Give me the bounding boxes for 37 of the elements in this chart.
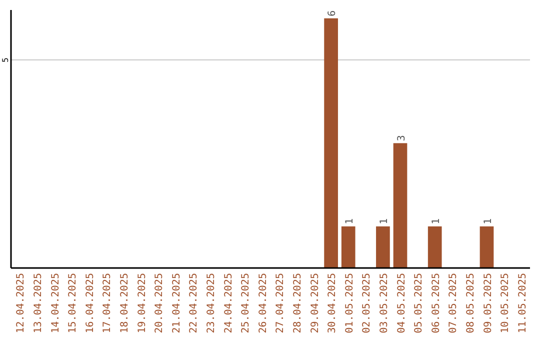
x-tick-label: 09.05.2025 (482, 273, 494, 334)
data-label: 1 (344, 218, 356, 224)
data-label: 1 (378, 218, 390, 224)
x-tick-label: 03.05.2025 (378, 273, 390, 334)
x-tick-label: 17.04.2025 (102, 273, 114, 334)
x-tick-label: 04.05.2025 (396, 273, 408, 334)
x-tick-label: 28.04.2025 (292, 273, 304, 334)
data-label: 1 (482, 218, 494, 224)
y-tick-label: 5 (1, 57, 10, 62)
x-tick-label: 27.04.2025 (275, 273, 286, 334)
x-tick-label: 13.04.2025 (32, 273, 44, 334)
x-tick-label: 01.05.2025 (344, 273, 356, 334)
x-tick-label: 16.04.2025 (84, 273, 96, 334)
x-tick-label: 07.05.2025 (448, 273, 460, 334)
x-tick-label: 19.04.2025 (136, 273, 148, 334)
x-tick-label: 24.04.2025 (223, 273, 234, 334)
x-tick-label: 11.05.2025 (517, 273, 528, 334)
data-label: 1 (430, 218, 442, 224)
x-tick-label: 08.05.2025 (465, 273, 476, 334)
x-tick-label: 25.04.2025 (240, 273, 252, 334)
x-tick-label: 06.05.2025 (430, 273, 442, 334)
x-tick-label: 02.05.2025 (362, 273, 373, 334)
x-tick-label: 15.04.2025 (68, 273, 79, 334)
x-tick-label: 18.04.2025 (119, 273, 130, 334)
x-tick-label: 10.05.2025 (500, 273, 512, 334)
x-tick-label: 20.04.2025 (154, 273, 166, 334)
data-label: 6 (327, 10, 338, 16)
x-tick-label: 23.04.2025 (206, 273, 217, 334)
x-tick-label: 30.04.2025 (327, 273, 338, 334)
x-tick-label: 14.04.2025 (50, 273, 62, 334)
x-tick-label: 22.04.2025 (188, 273, 200, 334)
x-tick-label: 05.05.2025 (414, 273, 425, 334)
x-tick-label: 21.04.2025 (171, 273, 182, 334)
data-label: 3 (396, 135, 408, 142)
x-tick-label: 29.04.2025 (310, 273, 321, 334)
x-tick-label: 26.04.2025 (258, 273, 269, 334)
x-tick-label: 12.04.2025 (16, 273, 27, 334)
